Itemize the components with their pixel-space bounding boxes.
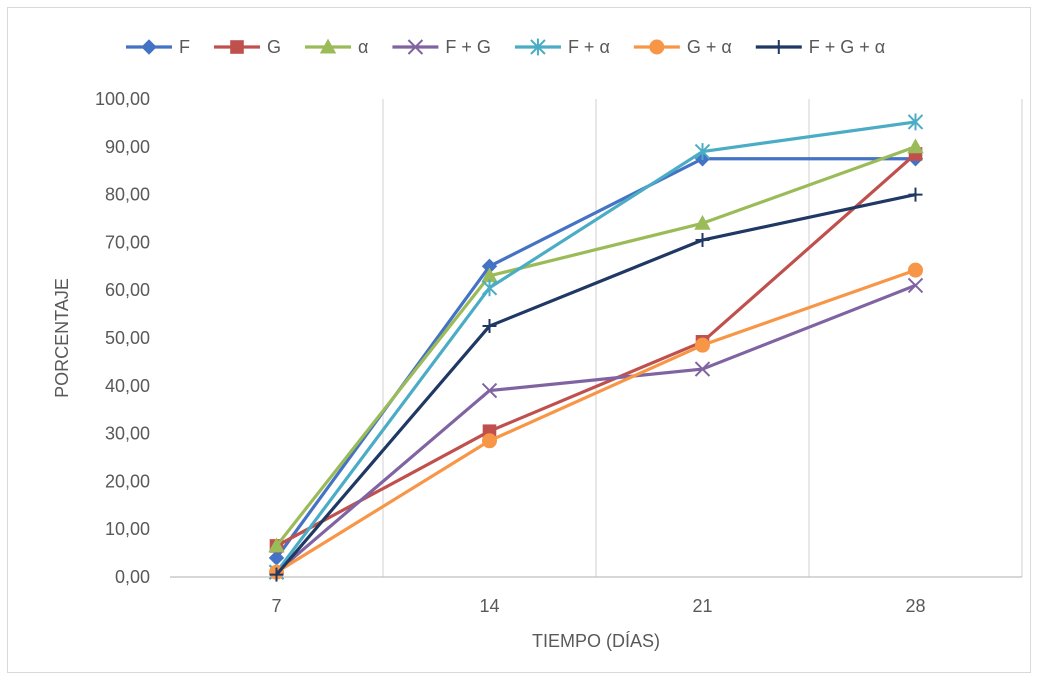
legend-label: F + G + α — [809, 37, 885, 57]
series-line — [274, 145, 918, 548]
data-point — [907, 113, 924, 131]
data-point — [481, 382, 498, 399]
series-line — [274, 193, 918, 577]
data-point — [907, 138, 924, 154]
x-tick-label: 14 — [479, 596, 499, 616]
legend-item: F — [126, 37, 190, 57]
y-tick-label: 0,00 — [115, 567, 150, 587]
legend-item: F + G + α — [755, 37, 885, 57]
data-point — [907, 277, 924, 294]
series-2 — [268, 138, 924, 553]
legend-item: α — [305, 37, 368, 57]
y-axis-title: PORCENTAJE — [52, 278, 72, 398]
chart-frame — [7, 7, 1031, 673]
data-point — [269, 567, 284, 582]
legend-label: G — [267, 37, 281, 57]
series-line — [274, 152, 918, 548]
legend-item: G — [214, 37, 281, 57]
legend-marker — [649, 39, 665, 55]
data-point — [695, 337, 710, 353]
y-tick-label: 10,00 — [105, 519, 150, 539]
legend-label: F — [179, 37, 190, 57]
legend-item: F + G — [392, 37, 491, 57]
data-point — [268, 537, 285, 553]
x-tick-label: 28 — [905, 596, 925, 616]
data-point — [694, 143, 711, 160]
y-tick-label: 60,00 — [105, 280, 150, 300]
data-point — [908, 262, 923, 278]
y-tick-label: 80,00 — [105, 185, 150, 205]
legend-label: G + α — [687, 37, 732, 57]
data-point — [695, 233, 710, 248]
axis-layer: 0,00 10,00 20,00 30,00 40,00 50,00 60,00 70,00 8… — [95, 89, 1022, 616]
legend-marker — [771, 40, 786, 54]
legend-label: F + G — [445, 37, 491, 57]
series-line — [274, 268, 918, 574]
y-tick-label: 50,00 — [105, 328, 150, 348]
data-point — [694, 214, 711, 230]
grid-layer — [382, 99, 1023, 577]
data-point — [482, 433, 497, 449]
legend-marker — [319, 38, 337, 54]
x-axis-title: TIEMPO (DÍAS) — [532, 631, 660, 651]
data-point — [482, 319, 497, 334]
data-point — [481, 279, 498, 297]
series-6 — [269, 187, 923, 582]
series-line — [274, 283, 918, 574]
y-tick-label: 20,00 — [105, 471, 150, 491]
y-tick-label: 40,00 — [105, 376, 150, 396]
y-tick-label: 90,00 — [105, 137, 150, 157]
legend-label: α — [358, 37, 368, 57]
legend-item: F + α — [514, 37, 610, 57]
legend-marker — [530, 38, 546, 56]
series-layer — [268, 113, 924, 582]
series-5 — [269, 262, 923, 580]
legend-marker — [141, 39, 157, 55]
legend-marker — [407, 39, 424, 55]
x-tick-label: 21 — [692, 596, 712, 616]
data-point — [908, 187, 923, 202]
y-tick-label: 30,00 — [105, 424, 150, 444]
x-tick-label: 7 — [271, 596, 281, 616]
legend-marker — [230, 40, 244, 54]
y-tick-label: 100,00 — [95, 89, 150, 109]
legend-item: G + α — [633, 37, 732, 57]
series-line — [274, 120, 918, 574]
data-point — [694, 361, 711, 377]
legend-label: F + α — [568, 37, 610, 57]
series-4 — [268, 113, 924, 581]
y-tick-label: 70,00 — [105, 232, 150, 252]
